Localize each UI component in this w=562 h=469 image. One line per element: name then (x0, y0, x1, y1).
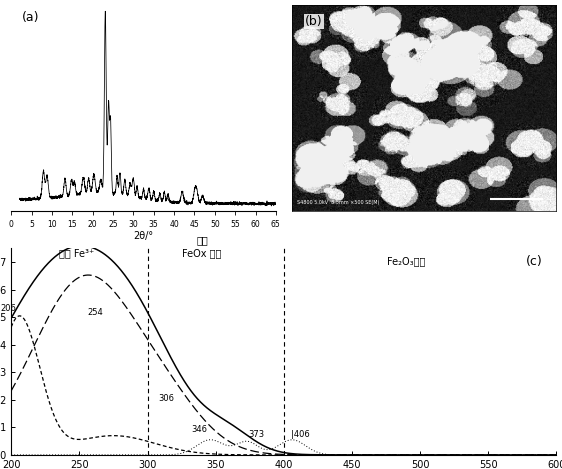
Text: 254: 254 (88, 308, 103, 317)
Text: 306: 306 (158, 394, 174, 403)
Text: 孤立 Fe³⁺: 孤立 Fe³⁺ (59, 248, 94, 258)
Text: 206: 206 (1, 304, 17, 313)
Text: 低聚
FeOx 团簇: 低聚 FeOx 团簇 (182, 235, 222, 258)
Text: (b): (b) (305, 15, 323, 28)
Text: 100μm: 100μm (531, 200, 549, 205)
Text: S4800 5.0kV  8.5mm ×500 SE(M): S4800 5.0kV 8.5mm ×500 SE(M) (297, 200, 379, 205)
Text: Fe₂O₃颗粒: Fe₂O₃颗粒 (387, 256, 425, 266)
Text: (c): (c) (526, 255, 543, 268)
Text: 346: 346 (192, 425, 207, 434)
Text: 373: 373 (248, 430, 265, 439)
Text: |406: |406 (291, 430, 309, 439)
X-axis label: 2θ/°: 2θ/° (134, 231, 153, 241)
Text: (a): (a) (22, 11, 39, 24)
